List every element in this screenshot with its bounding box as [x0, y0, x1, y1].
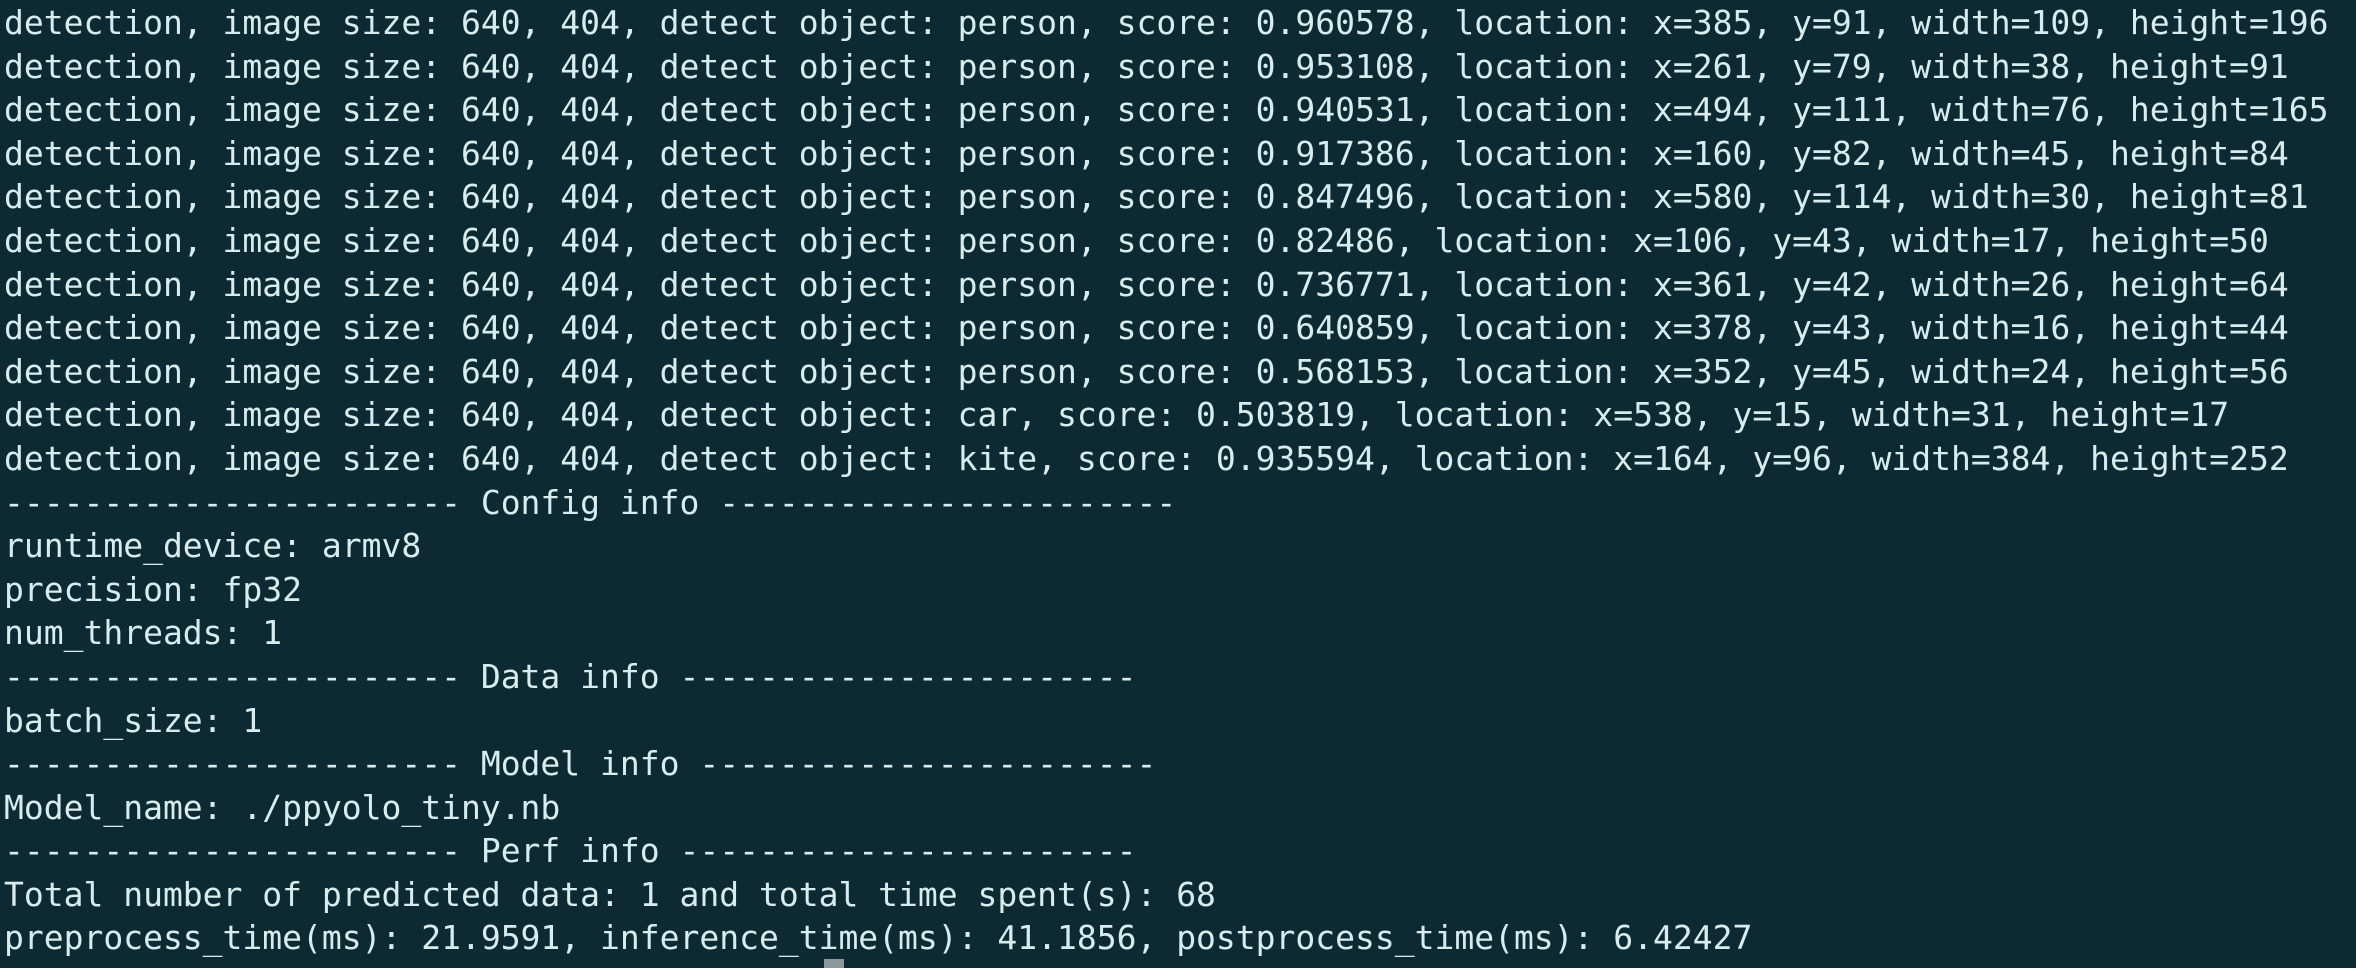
terminal-line: ----------------------- Perf info ------…	[4, 831, 1137, 871]
terminal-line: detection, image size: 640, 404, detect …	[4, 3, 2329, 42]
terminal-line: precision: fp32	[4, 569, 303, 609]
terminal-line: preprocess_time(ms): 21.9591, inference_…	[4, 918, 1753, 958]
terminal-line: ----------------------- Config info ----…	[4, 482, 1177, 522]
terminal-line: ----------------------- Model info -----…	[4, 744, 1157, 784]
terminal-line: detection, image size: 640, 404, detect …	[4, 90, 2329, 130]
terminal-cursor	[824, 959, 844, 968]
terminal-line: Total number of predicted data: 1 and to…	[4, 874, 1216, 914]
terminal-line: detection, image size: 640, 404, detect …	[4, 264, 2289, 304]
terminal-line: detection, image size: 640, 404, detect …	[4, 351, 2289, 391]
terminal-line: detection, image size: 640, 404, detect …	[4, 46, 2289, 86]
terminal-line: detection, image size: 640, 404, detect …	[4, 177, 2309, 217]
terminal-line: num_threads: 1	[4, 613, 283, 653]
terminal-line: Model_name: ./ppyolo_tiny.nb	[4, 787, 561, 827]
terminal-line: detection, image size: 640, 404, detect …	[4, 395, 2230, 435]
terminal-line: runtime_device: armv8	[4, 526, 422, 566]
terminal-line: detection, image size: 640, 404, detect …	[4, 133, 2289, 173]
terminal-line: detection, image size: 640, 404, detect …	[4, 220, 2269, 260]
terminal-line: ----------------------- Data info ------…	[4, 656, 1137, 696]
terminal-line: detection, image size: 640, 404, detect …	[4, 308, 2289, 348]
terminal-line: detection, image size: 640, 404, detect …	[4, 438, 2289, 478]
terminal-line: batch_size: 1	[4, 700, 263, 740]
